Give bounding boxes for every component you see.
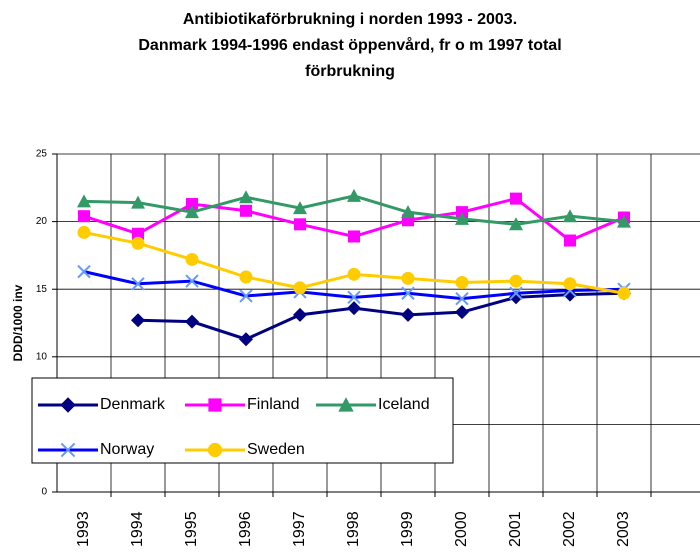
marker: [240, 204, 252, 217]
marker: [563, 277, 577, 291]
marker: [207, 442, 223, 458]
x-tick-label: 1999: [399, 511, 416, 547]
marker: [185, 274, 199, 288]
legend-label: Denmark: [100, 396, 166, 413]
marker: [239, 332, 253, 347]
legend-label: Sweden: [247, 441, 305, 458]
marker: [338, 397, 354, 412]
marker: [401, 307, 415, 322]
marker: [509, 274, 523, 288]
marker: [60, 442, 76, 458]
marker: [617, 214, 631, 228]
marker: [348, 230, 360, 243]
marker: [455, 291, 469, 306]
x-tick-label: 1996: [237, 511, 254, 547]
marker: [131, 313, 145, 328]
x-tick-label: 2003: [615, 511, 632, 547]
marker: [185, 314, 199, 329]
marker: [347, 301, 361, 316]
x-tick-label: 2001: [507, 511, 524, 547]
marker: [60, 397, 76, 413]
x-tick-label: 1998: [345, 511, 362, 547]
marker: [186, 198, 198, 211]
marker: [347, 290, 361, 305]
marker: [294, 218, 306, 231]
marker: [239, 270, 253, 284]
legend-label: Finland: [247, 396, 299, 413]
marker: [455, 211, 469, 225]
series-line: [137, 291, 625, 341]
y-tick-label: 0: [41, 487, 47, 498]
marker: [131, 195, 145, 209]
marker: [132, 227, 144, 240]
marker: [208, 398, 222, 412]
x-tick-label: 1994: [129, 511, 146, 547]
legend-label: Iceland: [378, 396, 430, 413]
marker: [510, 192, 522, 205]
x-tick-label: 1993: [75, 511, 92, 547]
marker: [347, 188, 361, 202]
marker: [293, 201, 307, 215]
legend-label: Norway: [100, 441, 154, 458]
marker: [78, 210, 90, 223]
marker: [239, 289, 253, 303]
marker: [77, 264, 91, 279]
marker: [617, 286, 631, 300]
marker: [239, 190, 253, 204]
y-tick-label: 25: [36, 149, 48, 160]
marker: [401, 271, 415, 285]
marker: [185, 205, 199, 219]
y-axis-label: DDD/1000 inv: [11, 284, 25, 361]
x-tick-label: 1995: [183, 511, 200, 547]
y-tick-label: 15: [36, 284, 48, 295]
marker: [293, 281, 307, 295]
marker: [564, 234, 576, 247]
marker: [185, 252, 199, 266]
x-tick-label: 2000: [453, 511, 470, 547]
marker: [563, 209, 577, 223]
chart-title: Danmark 1994-1996 endast öppenvård, fr o…: [138, 36, 561, 54]
marker: [455, 275, 469, 289]
marker: [131, 236, 145, 250]
marker: [293, 307, 307, 322]
marker: [509, 286, 523, 300]
marker: [347, 267, 361, 281]
marker: [455, 305, 469, 320]
marker: [401, 286, 415, 300]
y-tick-label: 10: [36, 351, 48, 362]
x-tick-label: 2002: [561, 511, 578, 547]
marker: [131, 277, 145, 291]
marker: [509, 217, 523, 231]
y-tick-label: 20: [36, 216, 48, 227]
chart-title: Antibiotikaförbrukning i norden 1993 - 2…: [183, 11, 517, 28]
marker: [77, 194, 91, 208]
x-tick-label: 1997: [291, 511, 308, 547]
chart-title: förbrukning: [305, 63, 395, 80]
marker: [401, 205, 415, 219]
marker: [77, 225, 91, 239]
